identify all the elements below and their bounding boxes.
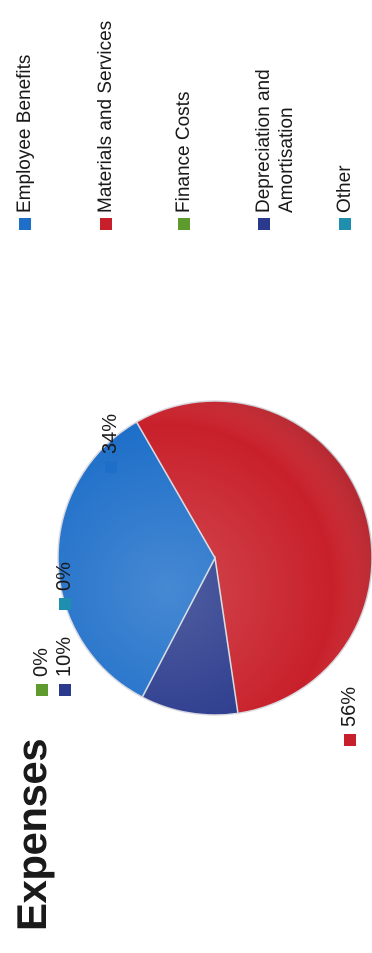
finance-costs-swatch-icon <box>35 684 48 696</box>
other-swatch-icon <box>58 598 71 610</box>
legend-item-finance-costs: Finance Costs <box>173 92 196 230</box>
data-label-depreciation: 10% <box>53 637 76 696</box>
depreciation-swatch-icon <box>58 684 71 696</box>
legend-label: Depreciation and Amortisation <box>253 69 299 213</box>
data-label-other: 0% <box>53 562 76 610</box>
data-label-materials: 56% <box>338 687 361 746</box>
materials-swatch-icon <box>343 734 356 746</box>
data-label-finance-costs: 0% <box>30 648 53 696</box>
chart-legend: Employee Benefits Materials and Services… <box>0 0 372 230</box>
legend-item-employee-benefits: Employee Benefits <box>14 55 37 230</box>
legend-swatch-icon <box>100 218 112 230</box>
legend-label: Employee Benefits <box>14 54 35 213</box>
legend-swatch-icon <box>258 218 270 230</box>
legend-label: Finance Costs <box>173 91 194 213</box>
data-label-text: 34% <box>99 413 121 454</box>
legend-item-depreciation: Depreciation and Amortisation <box>253 69 299 230</box>
data-label-text: 10% <box>53 636 75 677</box>
legend-item-other: Other <box>334 165 357 230</box>
data-label-text: 0% <box>53 562 75 591</box>
legend-label: Materials and Services <box>95 20 116 213</box>
data-label-employee-benefits: 34% <box>99 414 122 473</box>
data-label-text: 56% <box>338 686 360 727</box>
legend-swatch-icon <box>178 218 190 230</box>
data-label-text: 0% <box>30 648 52 677</box>
legend-label: Other <box>334 165 355 213</box>
employee-benefits-swatch-icon <box>104 461 117 473</box>
legend-label-line: Amortisation <box>275 107 297 213</box>
legend-swatch-icon <box>19 218 31 230</box>
legend-swatch-icon <box>339 218 351 230</box>
legend-item-materials: Materials and Services <box>95 21 118 230</box>
legend-label-line: Depreciation and <box>253 69 274 213</box>
